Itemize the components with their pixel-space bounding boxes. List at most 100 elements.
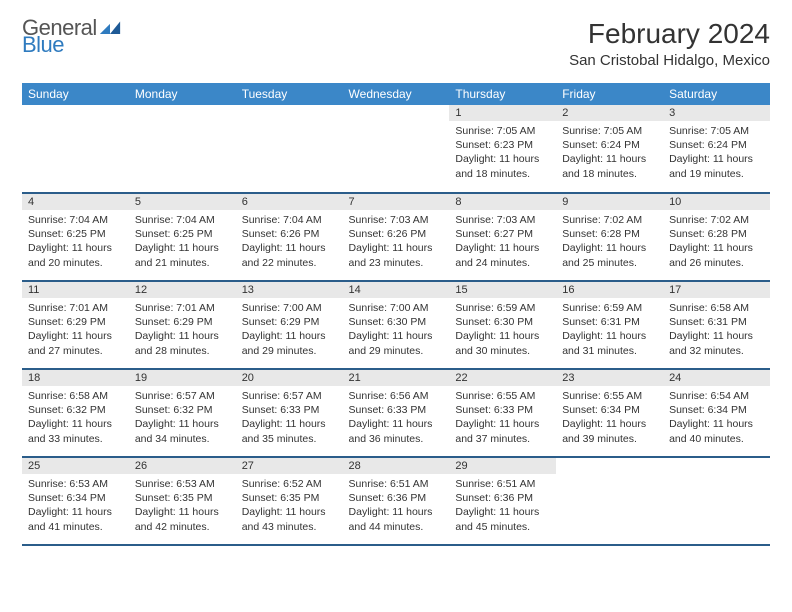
day-number: 11: [22, 282, 129, 298]
day-number: 25: [22, 458, 129, 474]
daylight-text: Daylight: 11 hours and 39 minutes.: [562, 417, 657, 445]
sunset-text: Sunset: 6:25 PM: [28, 227, 123, 241]
day-cell: 5Sunrise: 7:04 AMSunset: 6:25 PMDaylight…: [129, 193, 236, 281]
sunrise-text: Sunrise: 6:59 AM: [455, 301, 550, 315]
sunrise-text: Sunrise: 7:00 AM: [349, 301, 444, 315]
day-detail: Sunrise: 6:54 AMSunset: 6:34 PMDaylight:…: [663, 386, 770, 450]
location-subtitle: San Cristobal Hidalgo, Mexico: [569, 52, 770, 69]
day-number: 16: [556, 282, 663, 298]
day-detail: Sunrise: 6:53 AMSunset: 6:35 PMDaylight:…: [129, 474, 236, 538]
day-cell: 12Sunrise: 7:01 AMSunset: 6:29 PMDayligh…: [129, 281, 236, 369]
day-detail: Sunrise: 7:05 AMSunset: 6:23 PMDaylight:…: [449, 121, 556, 185]
day-number: 9: [556, 194, 663, 210]
sunset-text: Sunset: 6:33 PM: [349, 403, 444, 417]
sunset-text: Sunset: 6:28 PM: [562, 227, 657, 241]
sunset-text: Sunset: 6:24 PM: [669, 138, 764, 152]
day-cell: [236, 105, 343, 193]
daylight-text: Daylight: 11 hours and 24 minutes.: [455, 241, 550, 269]
week-row: 18Sunrise: 6:58 AMSunset: 6:32 PMDayligh…: [22, 369, 770, 457]
day-number: 1: [449, 105, 556, 121]
day-detail: Sunrise: 7:00 AMSunset: 6:29 PMDaylight:…: [236, 298, 343, 362]
day-cell: 13Sunrise: 7:00 AMSunset: 6:29 PMDayligh…: [236, 281, 343, 369]
daylight-text: Daylight: 11 hours and 18 minutes.: [562, 152, 657, 180]
day-detail: Sunrise: 7:00 AMSunset: 6:30 PMDaylight:…: [343, 298, 450, 362]
sunrise-text: Sunrise: 6:55 AM: [455, 389, 550, 403]
day-cell: 11Sunrise: 7:01 AMSunset: 6:29 PMDayligh…: [22, 281, 129, 369]
sunrise-text: Sunrise: 6:51 AM: [455, 477, 550, 491]
brand-blue: Blue: [22, 35, 121, 56]
sunrise-text: Sunrise: 7:02 AM: [669, 213, 764, 227]
sunrise-text: Sunrise: 7:02 AM: [562, 213, 657, 227]
day-of-week-row: Sunday Monday Tuesday Wednesday Thursday…: [22, 83, 770, 105]
daylight-text: Daylight: 11 hours and 19 minutes.: [669, 152, 764, 180]
day-cell: 7Sunrise: 7:03 AMSunset: 6:26 PMDaylight…: [343, 193, 450, 281]
sunset-text: Sunset: 6:34 PM: [562, 403, 657, 417]
day-number: 6: [236, 194, 343, 210]
day-number: 18: [22, 370, 129, 386]
day-detail: Sunrise: 6:52 AMSunset: 6:35 PMDaylight:…: [236, 474, 343, 538]
daylight-text: Daylight: 11 hours and 37 minutes.: [455, 417, 550, 445]
week-row: 1Sunrise: 7:05 AMSunset: 6:23 PMDaylight…: [22, 105, 770, 193]
day-detail: Sunrise: 7:01 AMSunset: 6:29 PMDaylight:…: [129, 298, 236, 362]
day-number: 4: [22, 194, 129, 210]
day-number: 19: [129, 370, 236, 386]
day-number: 24: [663, 370, 770, 386]
day-cell: [343, 105, 450, 193]
daylight-text: Daylight: 11 hours and 44 minutes.: [349, 505, 444, 533]
sunrise-text: Sunrise: 6:54 AM: [669, 389, 764, 403]
day-cell: 28Sunrise: 6:51 AMSunset: 6:36 PMDayligh…: [343, 457, 450, 545]
sunset-text: Sunset: 6:36 PM: [455, 491, 550, 505]
day-number: 12: [129, 282, 236, 298]
day-cell: [22, 105, 129, 193]
sunrise-text: Sunrise: 7:05 AM: [455, 124, 550, 138]
daylight-text: Daylight: 11 hours and 45 minutes.: [455, 505, 550, 533]
sunset-text: Sunset: 6:29 PM: [242, 315, 337, 329]
day-cell: 27Sunrise: 6:52 AMSunset: 6:35 PMDayligh…: [236, 457, 343, 545]
day-number: 8: [449, 194, 556, 210]
day-cell: 16Sunrise: 6:59 AMSunset: 6:31 PMDayligh…: [556, 281, 663, 369]
daylight-text: Daylight: 11 hours and 33 minutes.: [28, 417, 123, 445]
day-number: 26: [129, 458, 236, 474]
sunset-text: Sunset: 6:27 PM: [455, 227, 550, 241]
daylight-text: Daylight: 11 hours and 32 minutes.: [669, 329, 764, 357]
sunset-text: Sunset: 6:35 PM: [135, 491, 230, 505]
sunset-text: Sunset: 6:25 PM: [135, 227, 230, 241]
day-number: 21: [343, 370, 450, 386]
day-cell: 4 Sunrise: 7:04 AMSunset: 6:25 PMDaylight…: [22, 193, 129, 281]
daylight-text: Daylight: 11 hours and 23 minutes.: [349, 241, 444, 269]
daylight-text: Daylight: 11 hours and 20 minutes.: [28, 241, 123, 269]
daylight-text: Daylight: 11 hours and 29 minutes.: [242, 329, 337, 357]
daylight-text: Daylight: 11 hours and 28 minutes.: [135, 329, 230, 357]
daylight-text: Daylight: 11 hours and 29 minutes.: [349, 329, 444, 357]
sunrise-text: Sunrise: 7:05 AM: [562, 124, 657, 138]
daylight-text: Daylight: 11 hours and 18 minutes.: [455, 152, 550, 180]
day-detail: Sunrise: 7:04 AMSunset: 6:25 PMDaylight:…: [129, 210, 236, 274]
daylight-text: Daylight: 11 hours and 27 minutes.: [28, 329, 123, 357]
sunrise-text: Sunrise: 7:04 AM: [242, 213, 337, 227]
sunrise-text: Sunrise: 6:57 AM: [135, 389, 230, 403]
day-cell: 23Sunrise: 6:55 AMSunset: 6:34 PMDayligh…: [556, 369, 663, 457]
daylight-text: Daylight: 11 hours and 31 minutes.: [562, 329, 657, 357]
day-detail: Sunrise: 6:57 AMSunset: 6:32 PMDaylight:…: [129, 386, 236, 450]
day-cell: 26Sunrise: 6:53 AMSunset: 6:35 PMDayligh…: [129, 457, 236, 545]
day-detail: Sunrise: 6:59 AMSunset: 6:30 PMDaylight:…: [449, 298, 556, 362]
day-detail: Sunrise: 7:05 AMSunset: 6:24 PMDaylight:…: [663, 121, 770, 185]
day-cell: [556, 457, 663, 545]
daylight-text: Daylight: 11 hours and 42 minutes.: [135, 505, 230, 533]
day-detail: Sunrise: 6:55 AMSunset: 6:34 PMDaylight:…: [556, 386, 663, 450]
day-number: 27: [236, 458, 343, 474]
day-detail: Sunrise: 6:51 AMSunset: 6:36 PMDaylight:…: [343, 474, 450, 538]
dow-thursday: Thursday: [449, 83, 556, 105]
dow-tuesday: Tuesday: [236, 83, 343, 105]
day-cell: 18Sunrise: 6:58 AMSunset: 6:32 PMDayligh…: [22, 369, 129, 457]
day-cell: [663, 457, 770, 545]
day-cell: 14Sunrise: 7:00 AMSunset: 6:30 PMDayligh…: [343, 281, 450, 369]
sunrise-text: Sunrise: 7:04 AM: [28, 213, 123, 227]
sunrise-text: Sunrise: 7:03 AM: [455, 213, 550, 227]
day-number: 13: [236, 282, 343, 298]
sunrise-text: Sunrise: 7:03 AM: [349, 213, 444, 227]
daylight-text: Daylight: 11 hours and 35 minutes.: [242, 417, 337, 445]
daylight-text: Daylight: 11 hours and 26 minutes.: [669, 241, 764, 269]
day-number: 20: [236, 370, 343, 386]
dow-sunday: Sunday: [22, 83, 129, 105]
